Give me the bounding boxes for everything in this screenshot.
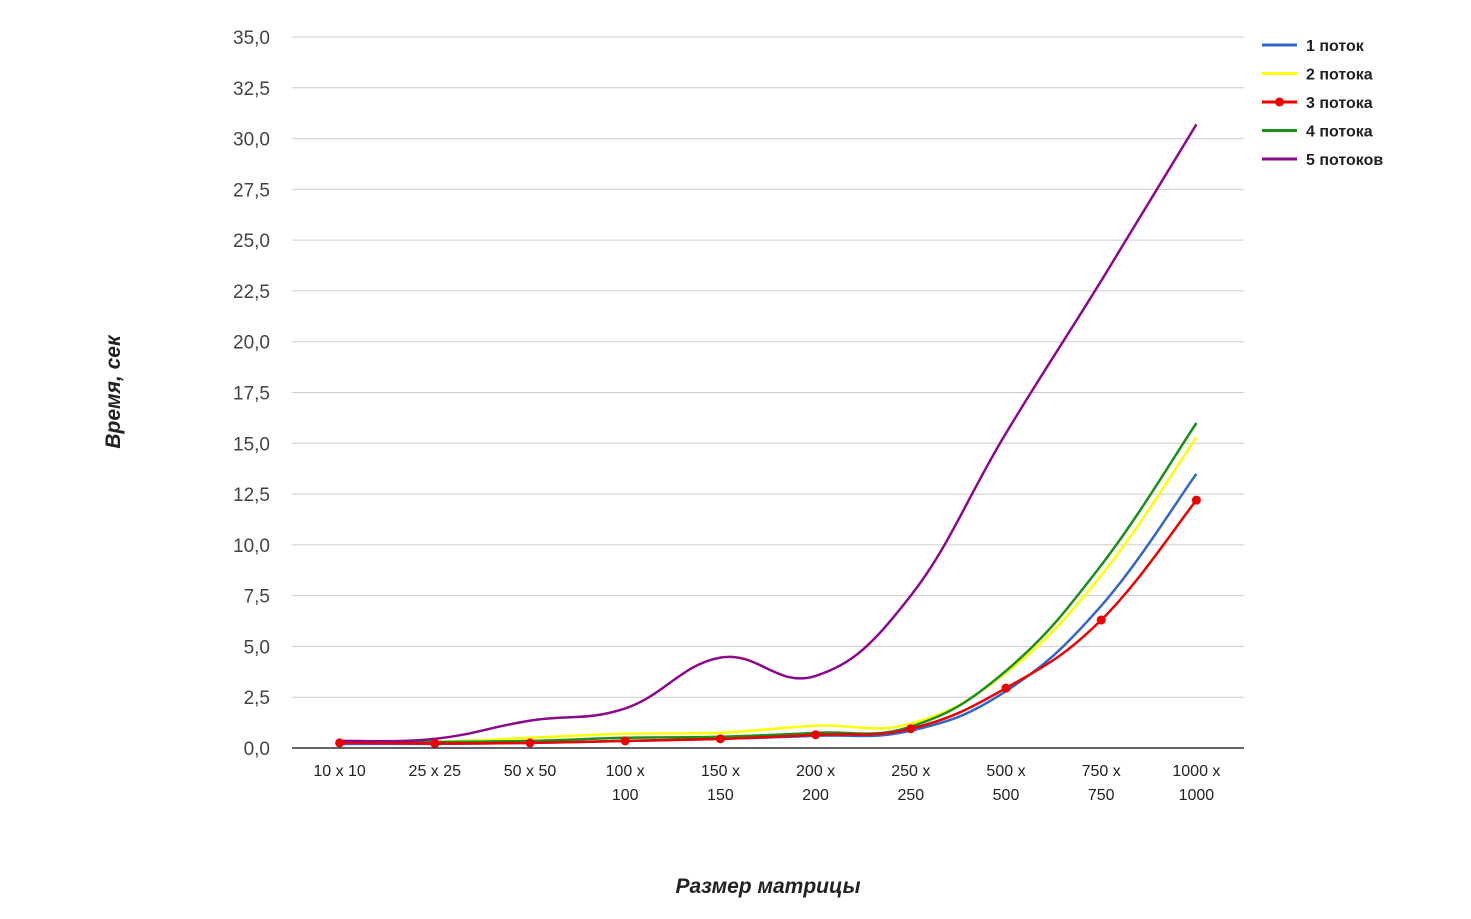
series-line bbox=[339, 123, 1198, 743]
data-point bbox=[811, 730, 821, 740]
y-tick-label: 30,0 bbox=[233, 130, 270, 151]
data-point bbox=[1001, 683, 1011, 693]
series-line bbox=[339, 422, 1198, 744]
data-point bbox=[715, 734, 725, 744]
y-tick-label: 12,5 bbox=[233, 485, 270, 506]
y-tick-label: 25,0 bbox=[233, 231, 270, 252]
legend-label: 4 потока bbox=[1306, 124, 1373, 141]
x-tick-label: 25 x 25 bbox=[409, 763, 462, 780]
data-point bbox=[430, 739, 440, 749]
y-axis-ticks: 0,0 2,5 5,0 7,5 10,0 12,5 15,0 17,5 20,0 22,5 25,0… bbox=[233, 28, 270, 760]
series-line bbox=[339, 499, 1198, 745]
y-tick-label: 15,0 bbox=[233, 434, 270, 455]
legend: 1 поток 2 потока 3 потока 4 потока 5 потоков bbox=[1262, 38, 1383, 169]
y-tick-label: 2,5 bbox=[244, 688, 270, 709]
x-tick-label: 50 x 50 bbox=[504, 763, 557, 780]
x-tick-label: 150 x 150 bbox=[701, 763, 740, 804]
y-tick-label: 22,5 bbox=[233, 282, 270, 303]
y-tick-label: 35,0 bbox=[233, 28, 270, 49]
y-tick-label: 0,0 bbox=[244, 739, 270, 760]
y-tick-label: 20,0 bbox=[233, 333, 270, 354]
data-point bbox=[525, 738, 535, 748]
series-lines bbox=[339, 123, 1198, 746]
legend-marker bbox=[1275, 97, 1284, 107]
y-tick-label: 10,0 bbox=[233, 536, 270, 557]
series-markers bbox=[335, 495, 1201, 749]
x-axis-title: Размер матрицы bbox=[675, 875, 860, 898]
x-tick-label: 1000 x 1000 bbox=[1172, 763, 1220, 804]
y-tick-label: 17,5 bbox=[233, 384, 270, 405]
x-tick-label: 250 x 250 bbox=[891, 763, 930, 804]
data-point bbox=[1191, 495, 1201, 505]
y-tick-label: 5,0 bbox=[244, 637, 270, 658]
data-point bbox=[1096, 615, 1106, 625]
data-point bbox=[335, 738, 345, 748]
x-tick-label: 100 x 100 bbox=[606, 763, 645, 804]
data-point bbox=[620, 736, 630, 746]
x-tick-label: 10 x 10 bbox=[313, 763, 366, 780]
gridlines bbox=[292, 36, 1244, 698]
legend-label: 3 потока bbox=[1306, 95, 1373, 112]
series-line bbox=[339, 436, 1198, 744]
y-axis-title: Время, сек bbox=[102, 334, 125, 449]
y-tick-label: 7,5 bbox=[244, 587, 270, 608]
x-tick-label: 750 x 750 bbox=[1082, 763, 1121, 804]
y-tick-label: 27,5 bbox=[233, 180, 270, 201]
y-tick-label: 32,5 bbox=[233, 79, 270, 100]
legend-label: 5 потоков bbox=[1306, 152, 1383, 169]
legend-label: 2 потока bbox=[1306, 67, 1373, 84]
x-tick-label: 500 x 500 bbox=[986, 763, 1025, 804]
x-tick-label: 200 x 200 bbox=[796, 763, 835, 804]
data-point bbox=[906, 724, 916, 734]
legend-label: 1 поток bbox=[1306, 38, 1365, 55]
x-axis-ticks: 10 x 10 25 x 25 50 x 50 100 x 100 150 x 150 200… bbox=[313, 763, 1220, 804]
